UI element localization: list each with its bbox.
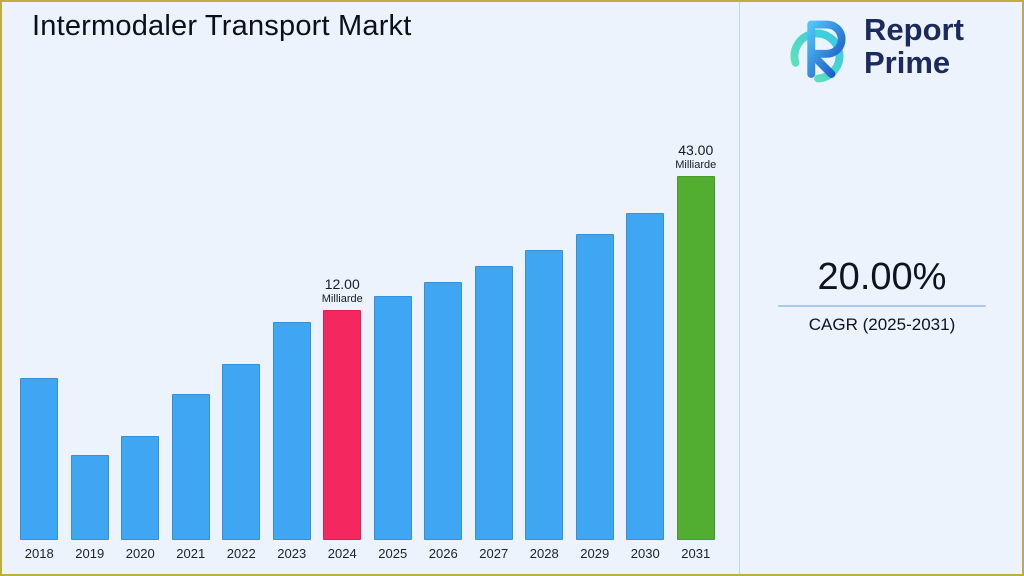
bar-column-2025: 2025 <box>368 114 419 566</box>
bar-2024 <box>323 310 362 540</box>
bar-2025 <box>373 296 412 540</box>
bar-column-2018: 2018 <box>14 114 65 566</box>
bar-2021 <box>171 394 210 540</box>
x-tick-2028: 2028 <box>529 545 559 561</box>
x-tick-2022: 2022 <box>226 545 256 561</box>
x-tick-2029: 2029 <box>580 545 610 561</box>
bar-unit-label-2031: Milliarde <box>675 159 717 171</box>
bar-2019 <box>70 455 109 540</box>
bar-column-2026: 2026 <box>418 114 469 566</box>
bar-unit-label-2024: Milliarde <box>321 293 363 305</box>
bar-chart: 2018 2019 2020 2021 2022 2023 12.00 Milliarde 20… <box>14 114 722 566</box>
bar-column-2024: 12.00 Milliarde 2024 <box>317 114 368 566</box>
x-tick-2021: 2021 <box>176 545 206 561</box>
panel-divider <box>739 2 740 574</box>
bar-2030 <box>626 213 665 540</box>
logo-word-report: Report <box>864 12 964 48</box>
bar-column-2030: 2030 <box>620 114 671 566</box>
page-title: Intermodaler Transport Markt <box>32 10 412 42</box>
bar-column-2023: 2023 <box>267 114 318 566</box>
cagr-label: CAGR (2025-2031) <box>808 315 956 334</box>
report-prime-logo-icon <box>790 20 846 83</box>
bar-2031 <box>676 176 715 540</box>
bar-2026 <box>424 282 463 540</box>
bar-column-2020: 2020 <box>115 114 166 566</box>
x-tick-2025: 2025 <box>378 545 408 561</box>
bar-2028 <box>525 250 564 540</box>
x-tick-2030: 2030 <box>630 545 660 561</box>
bar-2020 <box>121 436 160 540</box>
x-tick-2020: 2020 <box>125 545 155 561</box>
x-tick-2027: 2027 <box>479 545 509 561</box>
bar-2023 <box>272 322 311 540</box>
report-prime-logo: Report Prime <box>782 10 964 84</box>
bar-2027 <box>474 266 513 540</box>
bar-column-2027: 2027 <box>469 114 520 566</box>
bar-column-2022: 2022 <box>216 114 267 566</box>
bar-value-label-2031: 43.00 <box>678 142 714 158</box>
bar-column-2031: 43.00 Milliarde 2031 <box>671 114 722 566</box>
bar-2018 <box>20 378 59 540</box>
x-tick-2031: 2031 <box>681 545 711 561</box>
bar-column-2019: 2019 <box>65 114 116 566</box>
x-tick-2018: 2018 <box>24 545 54 561</box>
bar-2022 <box>222 364 261 540</box>
bar-column-2029: 2029 <box>570 114 621 566</box>
report-prime-logo-text: Report Prime <box>864 14 964 79</box>
bar-column-2028: 2028 <box>519 114 570 566</box>
bar-column-2021: 2021 <box>166 114 217 566</box>
x-tick-2024: 2024 <box>327 545 357 561</box>
cagr-block: 20.00% CAGR (2025-2031) <box>754 256 1010 335</box>
cagr-value: 20.00% <box>817 256 947 298</box>
bar-2029 <box>575 234 614 540</box>
x-tick-2026: 2026 <box>428 545 458 561</box>
x-tick-2023: 2023 <box>277 545 307 561</box>
logo-word-prime: Prime <box>864 45 951 80</box>
bar-value-label-2024: 12.00 <box>324 276 360 292</box>
cagr-underline <box>778 305 986 307</box>
x-tick-2019: 2019 <box>75 545 105 561</box>
